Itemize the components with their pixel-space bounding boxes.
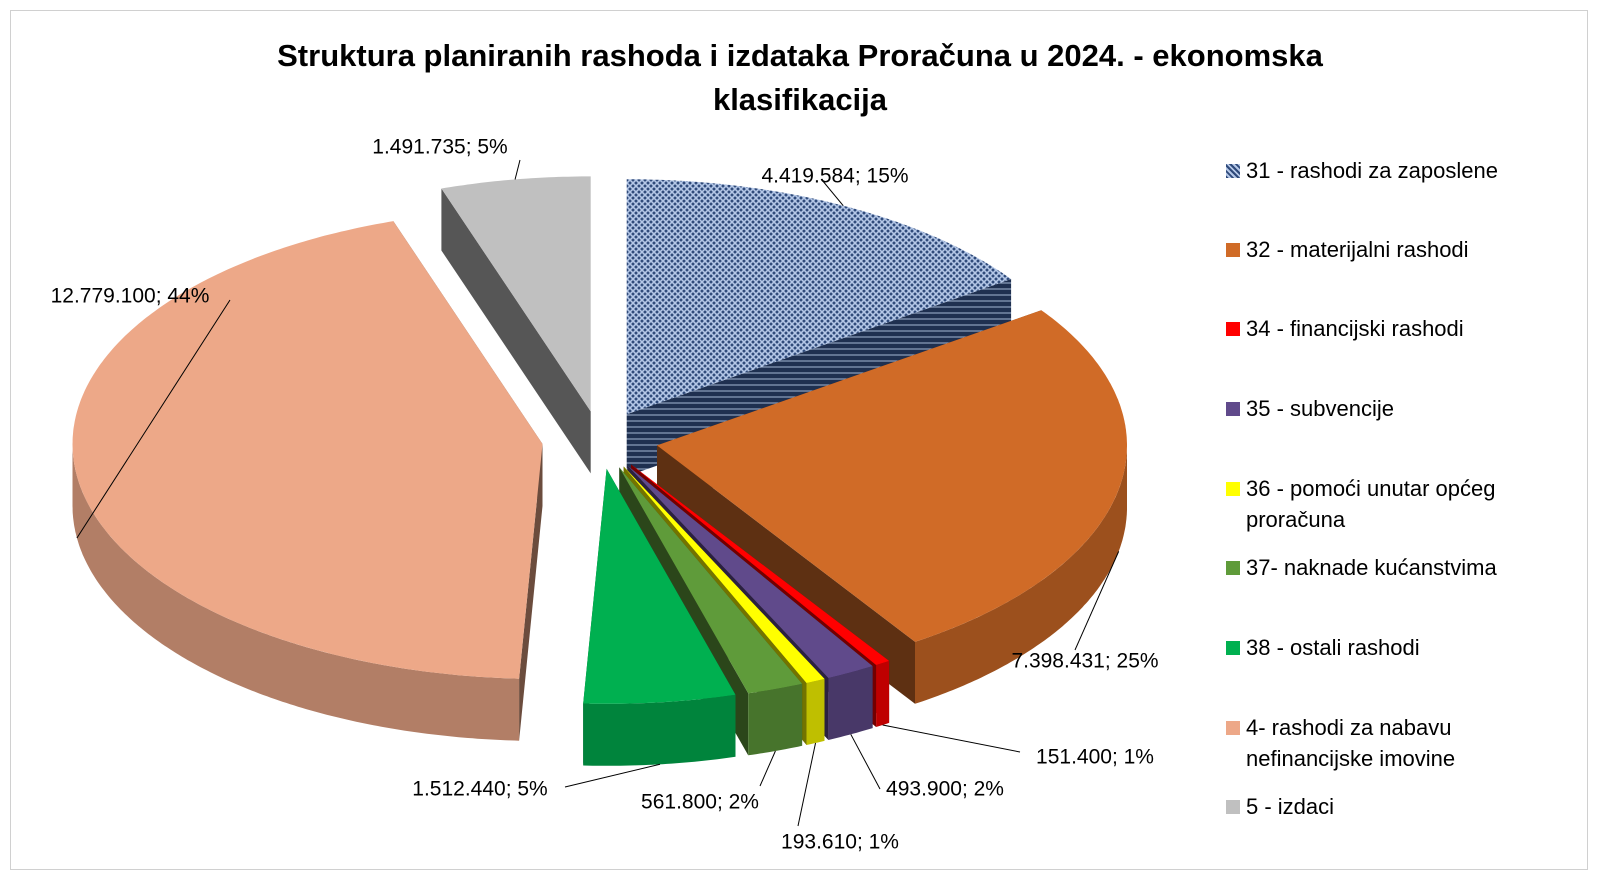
legend-item: 37- naknade kućanstvima (1226, 552, 1536, 583)
legend-item: 34 - financijski rashodi (1226, 313, 1536, 344)
data-label: 493.900; 2% (886, 778, 1004, 801)
legend-label: 5 - izdaci (1246, 794, 1335, 819)
legend-item: 38 - ostali rashodi (1226, 632, 1536, 663)
legend-swatch (1226, 800, 1240, 814)
leader-line (797, 742, 817, 827)
data-label: 193.610; 1% (781, 831, 899, 854)
slice (627, 465, 873, 678)
leader-line (850, 734, 881, 790)
legend-swatch (1226, 322, 1240, 336)
chart-frame (10, 10, 1588, 870)
leader-line (821, 179, 844, 206)
slice-wall (876, 660, 890, 727)
legend-label: 31 - rashodi za zaposlene (1246, 158, 1498, 183)
data-label: 12.779.100; 44% (51, 285, 210, 308)
leader-line (759, 750, 776, 787)
legend-label: 36 - pomoći unutar općeg proračuna (1246, 476, 1496, 532)
slice (441, 176, 591, 412)
legend-label: 37- naknade kućanstvima (1246, 555, 1497, 580)
legend-label: 35 - subvencije (1246, 396, 1394, 421)
legend-item: 5 - izdaci (1226, 791, 1536, 822)
slice (657, 310, 1127, 642)
legend-swatch (1226, 482, 1240, 496)
legend-swatch (1226, 402, 1240, 416)
slice (626, 179, 1012, 415)
legend-item: 36 - pomoći unutar općeg proračuna (1226, 473, 1536, 535)
slice (619, 467, 803, 694)
slice-wall (806, 678, 825, 745)
legend-swatch (1226, 721, 1240, 735)
slice-wall (583, 694, 736, 766)
data-label: 1.512.440; 5% (412, 778, 547, 801)
slice (583, 468, 736, 704)
legend-item: 32 - materijalni rashodi (1226, 234, 1536, 265)
slice (623, 466, 825, 683)
chart-title: Struktura planiranih rashoda i izdataka … (277, 38, 1323, 117)
legend-label: 38 - ostali rashodi (1246, 635, 1420, 660)
legend-label: 32 - materijalni rashodi (1246, 237, 1469, 262)
leader-line (1074, 551, 1120, 651)
legend-item: 35 - subvencije (1226, 393, 1536, 424)
legend-swatch (1226, 164, 1240, 178)
data-label: 7.398.431; 25% (1011, 650, 1158, 673)
legend-item: 31 - rashodi za zaposlene (1226, 155, 1536, 186)
legend-swatch (1226, 561, 1240, 575)
slice (631, 464, 890, 665)
legend-label: 4- rashodi za nabavu nefinancijske imovi… (1246, 715, 1456, 771)
slice-side (441, 188, 591, 474)
data-label: 561.800; 2% (641, 791, 759, 814)
data-label: 151.400; 1% (1036, 746, 1154, 769)
leader-line (564, 763, 661, 788)
legend-swatch (1226, 641, 1240, 655)
data-label: 1.491.735; 5% (372, 136, 507, 159)
slice-wall (828, 666, 873, 740)
legend-item: 4- rashodi za nabavu nefinancijske imovi… (1226, 712, 1536, 774)
leader-line (76, 299, 231, 539)
slice-wall (72, 444, 520, 741)
data-label: 4.419.584; 15% (761, 165, 908, 188)
slice (72, 221, 543, 679)
legend-label: 34 - financijski rashodi (1246, 316, 1464, 341)
legend-swatch (1226, 243, 1240, 257)
leader-line (514, 159, 521, 180)
slice-wall (915, 445, 1127, 704)
leader-line (882, 724, 1021, 753)
slice-side (519, 444, 543, 741)
slice-wall (748, 683, 803, 756)
